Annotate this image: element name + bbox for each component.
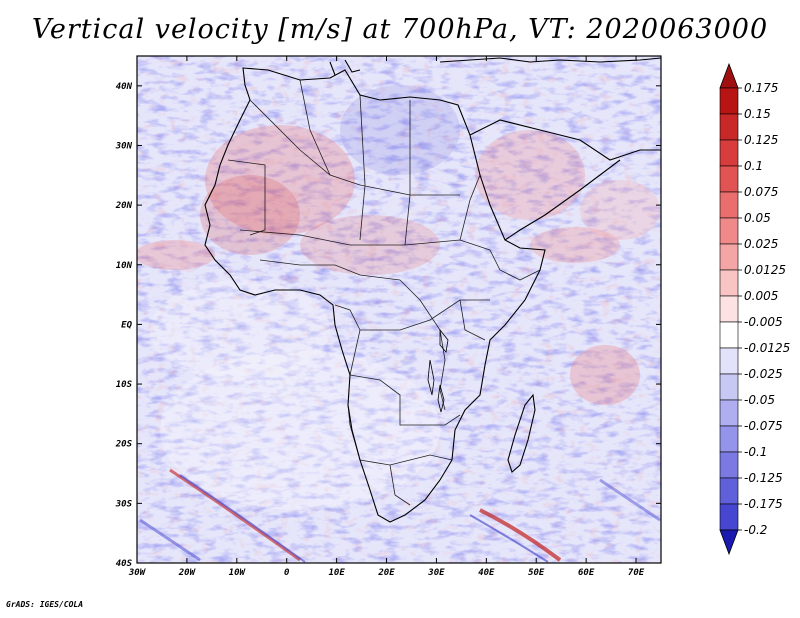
- colorbar-label: 0.05: [744, 211, 771, 225]
- plot-title: Vertical velocity [m/s] at 700hPa, VT: 2…: [31, 14, 769, 45]
- map-frame: [136, 55, 662, 564]
- lat-tick-label: 40N: [116, 82, 133, 92]
- colorbar: 0.175 0.15 0.125 0.1 0.075 0.05 0.025 0.0125 0.0…: [719, 62, 790, 556]
- colorbar-label: -0.125: [744, 471, 783, 485]
- lat-tick-label: 30N: [115, 141, 133, 151]
- colorbar-segment: [719, 269, 739, 297]
- lat-tick-label: 20S: [115, 440, 133, 450]
- colorbar-label: 0.15: [744, 107, 771, 121]
- colorbar-label: 0.025: [744, 237, 778, 251]
- longitude-axis: 30W 20W 10W 0 10E 20E 30E 40E 50E 60E 70E: [128, 56, 645, 578]
- colorbar-segment: [719, 113, 739, 141]
- velocity-field: [137, 56, 661, 563]
- colorbar-top-arrow: [719, 62, 739, 89]
- lon-tick-label: 60E: [578, 568, 595, 578]
- colorbar-label: -0.2: [744, 523, 767, 537]
- colorbar-segment: [719, 243, 739, 271]
- colorbar-segment: [719, 165, 739, 193]
- colorbar-label: -0.1: [744, 445, 767, 459]
- software-credit: GrADS: IGES/COLA: [6, 600, 84, 609]
- lon-tick-label: 10W: [229, 568, 247, 578]
- colorbar-label: -0.175: [744, 497, 783, 511]
- lon-tick-label: 70E: [628, 568, 645, 578]
- country-borders: [227, 79, 541, 506]
- lat-tick-label: EQ: [121, 320, 132, 330]
- colorbar-segment: [719, 139, 739, 167]
- colorbar-segment: [719, 217, 739, 245]
- colorbar-segment: [719, 87, 739, 115]
- colorbar-segment: [719, 347, 739, 375]
- colorbar-segment: [719, 191, 739, 219]
- lon-tick-label: 50E: [528, 568, 545, 578]
- colorbar-segment: [719, 425, 739, 453]
- colorbar-segment: [719, 321, 739, 349]
- colorbar-segment: [719, 373, 739, 401]
- colorbar-label: -0.005: [744, 315, 783, 329]
- lat-tick-label: 10S: [116, 380, 133, 390]
- lat-tick-label: 20N: [115, 201, 133, 211]
- lon-tick-label: 20E: [377, 568, 395, 578]
- colorbar-label: -0.075: [744, 419, 783, 433]
- colorbar-label: 0.125: [744, 133, 778, 147]
- colorbar-label: -0.025: [744, 367, 783, 381]
- colorbar-segment: [719, 295, 739, 323]
- lat-tick-label: 30S: [115, 499, 133, 509]
- lon-tick-label: 0: [284, 568, 290, 578]
- latitude-axis: 40N 30N 20N 10N EQ 10S 20S 30S 40S: [115, 82, 661, 569]
- lon-tick-label: 10E: [328, 568, 345, 578]
- colorbar-bottom-arrow: [719, 529, 739, 556]
- colorbar-segment: [719, 477, 739, 505]
- colorbar-label: 0.1: [744, 159, 763, 173]
- lon-tick-label: 30E: [427, 568, 445, 578]
- colorbar-label: 0.075: [744, 185, 778, 199]
- colorbar-label: -0.05: [744, 393, 775, 407]
- lat-tick-label: 10N: [116, 261, 133, 271]
- colorbar-segment: [719, 503, 739, 531]
- lakes: [427, 328, 449, 413]
- lon-tick-label: 30W: [128, 568, 147, 578]
- colorbar-label: -0.0125: [744, 341, 790, 355]
- colorbar-label: 0.0125: [744, 263, 786, 277]
- lon-tick-label: 40E: [478, 568, 495, 578]
- colorbar-segment: [719, 399, 739, 427]
- lon-tick-label: 20W: [178, 568, 197, 578]
- colorbar-label: 0.175: [744, 81, 778, 95]
- colorbar-label: 0.005: [744, 289, 778, 303]
- coastline: [204, 57, 661, 523]
- colorbar-segment: [719, 451, 739, 479]
- lat-tick-label: 40S: [116, 559, 133, 569]
